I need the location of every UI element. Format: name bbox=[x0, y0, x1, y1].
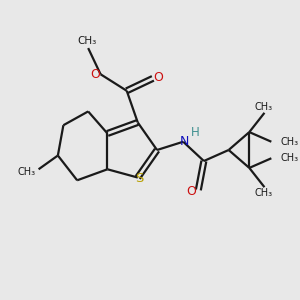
Text: CH₃: CH₃ bbox=[280, 137, 298, 147]
Text: CH₃: CH₃ bbox=[254, 102, 272, 112]
Text: S: S bbox=[135, 172, 143, 185]
Text: O: O bbox=[91, 68, 100, 81]
Text: N: N bbox=[180, 135, 189, 148]
Text: CH₃: CH₃ bbox=[254, 188, 272, 198]
Text: O: O bbox=[153, 70, 163, 83]
Text: CH₃: CH₃ bbox=[77, 36, 96, 46]
Text: CH₃: CH₃ bbox=[17, 167, 35, 177]
Text: O: O bbox=[187, 185, 196, 198]
Text: CH₃: CH₃ bbox=[280, 153, 298, 163]
Text: H: H bbox=[191, 126, 200, 139]
